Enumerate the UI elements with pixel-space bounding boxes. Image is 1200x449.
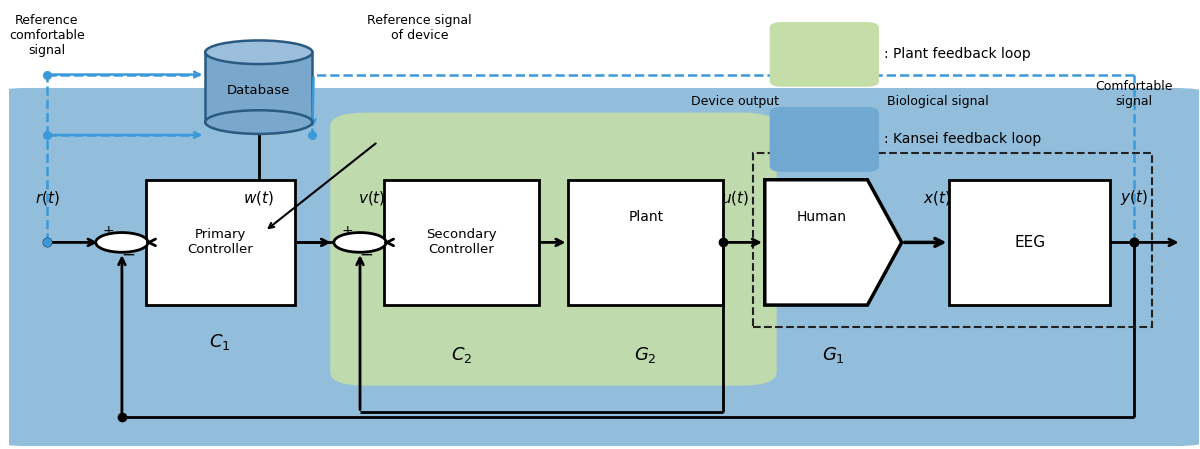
Text: Device output: Device output (691, 95, 779, 108)
Text: Comfortable
signal: Comfortable signal (1096, 80, 1172, 108)
FancyBboxPatch shape (770, 108, 878, 171)
Text: $y(t)$: $y(t)$ (1120, 188, 1147, 207)
Bar (384, 180, 539, 305)
Text: +: + (103, 224, 115, 238)
FancyBboxPatch shape (0, 88, 1200, 446)
Text: $u(t)$: $u(t)$ (721, 189, 749, 207)
Text: Biological signal: Biological signal (887, 95, 989, 108)
Text: EEG: EEG (1014, 235, 1045, 250)
Text: Database: Database (227, 84, 290, 97)
Text: $x(t)$: $x(t)$ (924, 189, 952, 207)
Bar (145, 180, 294, 305)
Ellipse shape (205, 110, 312, 134)
Text: Human: Human (797, 210, 846, 224)
Circle shape (96, 233, 148, 252)
Text: $r(t)$: $r(t)$ (35, 189, 59, 207)
Bar (752, 153, 1152, 327)
Text: Secondary
Controller: Secondary Controller (426, 229, 497, 256)
Text: $\mathit{G}_1$: $\mathit{G}_1$ (822, 345, 845, 365)
Text: Primary
Controller: Primary Controller (187, 229, 253, 256)
Text: −: − (121, 246, 134, 264)
Text: Plant: Plant (628, 210, 664, 224)
Bar (569, 180, 724, 305)
FancyBboxPatch shape (770, 23, 878, 86)
Text: $\mathit{C}_2$: $\mathit{C}_2$ (450, 345, 472, 365)
FancyBboxPatch shape (330, 113, 776, 386)
Bar (949, 180, 1110, 305)
Text: Reference signal
of device: Reference signal of device (367, 14, 472, 42)
Bar (205, 52, 312, 122)
Text: $\mathit{G}_2$: $\mathit{G}_2$ (635, 345, 658, 365)
Ellipse shape (205, 40, 312, 64)
Text: Reference
comfortable
signal: Reference comfortable signal (10, 14, 85, 57)
Text: $w(t)$: $w(t)$ (244, 189, 275, 207)
Polygon shape (764, 180, 901, 305)
Circle shape (334, 233, 386, 252)
Text: : Plant feedback loop: : Plant feedback loop (884, 48, 1031, 62)
Text: +: + (341, 224, 353, 238)
Text: $v(t)$: $v(t)$ (358, 189, 385, 207)
Text: −: − (359, 246, 373, 264)
Text: : Kansei feedback loop: : Kansei feedback loop (884, 132, 1042, 146)
Text: $\mathit{C}_1$: $\mathit{C}_1$ (210, 332, 230, 352)
